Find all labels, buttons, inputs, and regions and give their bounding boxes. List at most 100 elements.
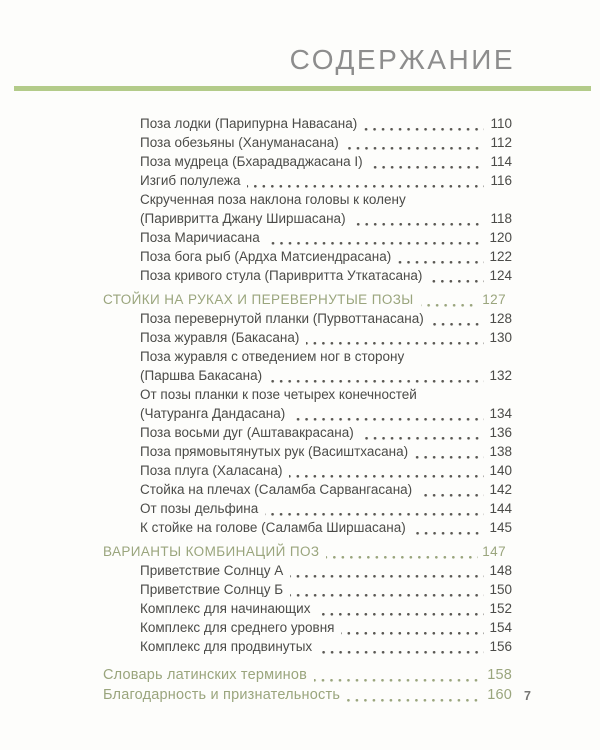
toc-entry-label: Комплекс для продвинутых [140,639,313,654]
toc-entry-page: 130 [489,330,512,345]
toc-entry-page: 134 [489,406,512,421]
toc-row: СТОЙКИ НА РУКАХ И ПЕРЕВЕРНУТЫЕ ПОЗЫ 127 [103,292,512,311]
toc-entry-label: Скрученная поза наклона головы к колену [140,192,406,207]
dot-leader [319,651,484,655]
toc-row: От позы дельфина 144 [103,501,512,520]
toc-row: Словарь латинских терминов 158 [103,667,512,686]
toc-row: Приветствие Солнцу Б 150 [103,582,512,601]
dot-leader [317,613,484,617]
toc-row: Поза журавля с отведением ног в сторону [103,349,512,368]
dot-leader [341,632,484,636]
dot-leader [352,223,484,227]
toc-entry-page: 152 [489,601,512,616]
toc-entry-label: Благодарность и признательность [103,687,341,703]
toc-entry-label: СТОЙКИ НА РУКАХ И ПЕРЕВЕРНУТЫЕ ПОЗЫ [103,292,414,307]
toc-entry-label: Поза мудреца (Бхарадваджасана I) [140,154,363,169]
toc-entry-page: 124 [489,268,512,283]
toc-entry-page: 138 [489,444,512,459]
toc-entry-page: 132 [489,368,512,383]
toc-entry-page: 154 [489,620,512,635]
dot-leader [289,475,484,479]
toc-entry-label: Комплекс для начинающих [140,601,311,616]
toc-entry-label: ВАРИАНТЫ КОМБИНАЦИЙ ПОЗ [103,544,320,559]
toc-entry-label: Поза Маричиасана [140,230,260,245]
toc-row: К стойке на голове (Саламба Ширшасана) 1… [103,520,512,539]
toc-row: Стойка на плечах (Саламба Сарвангасана) … [103,482,512,501]
toc-row: Поза восьми дуг (Аштавакрасана) 136 [103,425,512,444]
toc-entry-page: 122 [489,249,512,264]
toc-row: Поза Маричиасана 120 [103,230,512,249]
dot-leader [266,242,484,246]
toc-entry-page: 136 [489,425,512,440]
toc-entry-page: 160 [487,687,512,703]
toc-row: Комплекс для среднего уровня 154 [103,620,512,639]
toc-entry-page: 142 [489,482,512,497]
dot-leader [430,323,484,327]
toc-entry-page: 114 [490,154,512,169]
toc-entry-page: 144 [489,501,512,516]
toc-entry-label: К стойке на голове (Саламба Ширшасана) [140,520,406,535]
toc-entry-page: 120 [489,230,512,245]
toc-row: Поза обезьяны (Хануманасана) 112 [103,135,512,154]
dot-leader [247,185,484,189]
toc-entry-page: 112 [490,135,512,150]
dot-leader [269,380,484,384]
dot-leader [369,166,484,170]
dot-leader [314,679,484,683]
toc-entry-label: (Паривритта Джану Ширшасана) [140,211,346,226]
toc-entry-label: Стойка на плечах (Саламба Сарвангасана) [140,482,413,497]
toc-row: ВАРИАНТЫ КОМБИНАЦИЙ ПОЗ 147 [103,544,512,563]
toc-entry-page: 158 [487,667,512,683]
dot-leader [290,575,484,579]
toc-entry-label: Приветствие Солнцу А [140,563,284,578]
toc-row: Изгиб полулежа 116 [103,173,512,192]
toc-entry-label: (Паршва Бакасана) [140,368,263,383]
toc-entry-label: Поза прямовытянутых рук (Васиштхасана) [140,444,409,459]
toc-row: (Паривритта Джану Ширшасана) 118 [103,211,512,230]
toc-row: (Чатуранга Дандасана) 134 [103,406,512,425]
toc-row: Комплекс для продвинутых 156 [103,639,512,658]
toc-row: Поза лодки (Парипурна Навасана) 110 [103,116,512,135]
accent-rule [14,86,591,91]
toc-row: Поза плуга (Халасана) 140 [103,463,512,482]
dot-leader [420,304,478,308]
toc-entry-label: Словарь латинских терминов [103,667,307,683]
dot-leader [290,594,484,598]
toc-row: (Паршва Бакасана) 132 [103,368,512,387]
dot-leader [429,280,484,284]
dot-leader [345,147,484,151]
toc-row: Поза журавля (Бакасана) 130 [103,330,512,349]
toc-row: Поза прямовытянутых рук (Васиштхасана) 1… [103,444,512,463]
toc-entry-label: Комплекс для среднего уровня [140,620,335,635]
dot-leader [265,513,484,517]
toc-entry-page: 116 [490,173,512,188]
dot-leader [347,699,484,703]
dot-leader [412,532,484,536]
toc-row: Комплекс для начинающих 152 [103,601,512,620]
toc-row: Поза мудреца (Бхарадваджасана I) 114 [103,154,512,173]
toc-entry-page: 147 [482,544,506,559]
toc-entry-page: 156 [489,639,512,654]
toc-entry-label: Поза восьми дуг (Аштавакрасана) [140,425,354,440]
toc-entry-label: Поза лодки (Парипурна Навасана) [140,116,358,131]
toc-row: Скрученная поза наклона головы к колену [103,192,512,211]
toc-entry-label: Поза плуга (Халасана) [140,463,283,478]
toc-row: Поза кривого стула (Паривритта Уткатасан… [103,268,512,287]
page-title: СОДЕРЖАНИЕ [289,44,515,75]
toc-row: Поза перевернутой планки (Пурвоттанасана… [103,311,512,330]
dot-leader [364,128,484,132]
toc-row: От позы планки к позе четырех конечносте… [103,387,512,406]
dot-leader [360,437,484,441]
toc-entry-page: 145 [489,520,512,535]
toc-entry-label: Поза журавля (Бакасана) [140,330,300,345]
folio-page-number: 7 [524,689,531,703]
toc-entry-page: 118 [490,211,512,226]
toc-entry-label: От позы планки к позе четырех конечносте… [140,387,417,402]
dot-leader [415,456,484,460]
toc-entry-label: Поза бога рыб (Ардха Матсиендрасана) [140,249,392,264]
toc-entry-page: 110 [490,116,512,131]
dot-leader [398,261,484,265]
dot-leader [326,556,478,560]
toc-entry-label: (Чатуранга Дандасана) [140,406,286,421]
